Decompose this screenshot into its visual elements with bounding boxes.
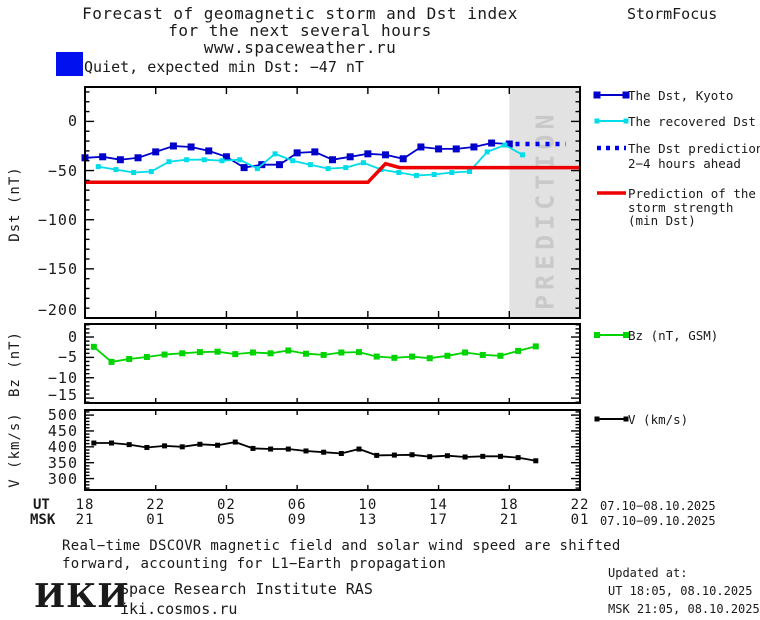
ut-tick-label: 18 <box>499 497 519 513</box>
institute-name: Space Research Institute RAS <box>120 580 373 598</box>
ut-daterange: 07.10−08.10.2025 <box>600 499 716 513</box>
ut-tick-label: 02 <box>216 497 236 513</box>
dst-ytick-label: 0 <box>67 112 78 131</box>
legend-storm-strength-line3: (min Dst) <box>628 213 696 228</box>
msk-row-prefix: MSK <box>30 512 56 528</box>
brand-label: StormFocus <box>627 5 718 23</box>
legend-bz: Bz (nT, GSM) <box>628 328 719 343</box>
msk-tick-label: 05 <box>216 512 236 528</box>
msk-daterange: 07.10−09.10.2025 <box>600 514 716 528</box>
legend-storm-strength-line1: Prediction of the <box>628 186 756 201</box>
iki-logo: ИКИ <box>34 576 130 615</box>
legend-v: V (km/s) <box>628 412 689 427</box>
bz-ytick-label: −10 <box>47 368 78 387</box>
ut-tick-label: 10 <box>358 497 378 513</box>
storm-level-text: Quiet, expected min Dst: −47 nT <box>84 58 364 76</box>
site-url: www.spaceweather.ru <box>203 38 397 57</box>
ut-row-prefix: UT <box>33 497 50 513</box>
v-ytick-label: 350 <box>47 453 78 472</box>
updated-label: Updated at: <box>608 566 688 580</box>
ut-tick-label: 06 <box>287 497 307 513</box>
bz-ytick-label: −5 <box>57 348 78 367</box>
institute-site: iki.cosmos.ru <box>120 600 238 618</box>
msk-tick-label: 09 <box>287 512 307 528</box>
page-title-line1: Forecast of geomagnetic storm and Dst in… <box>82 4 518 23</box>
legend-dst-prediction-line2: 2−4 hours ahead <box>628 156 741 171</box>
legend-dst-kyoto: The Dst, Kyoto <box>628 88 734 103</box>
ut-tick-label: 22 <box>146 497 166 513</box>
msk-tick-label: 21 <box>499 512 519 528</box>
storm-level-badge <box>56 52 83 76</box>
msk-tick-label: 17 <box>429 512 448 528</box>
msk-tick-label: 01 <box>146 512 166 528</box>
legend-dst-prediction-line1: The Dst prediction <box>628 141 760 156</box>
updated-msk: MSK 21:05, 08.10.2025 <box>608 602 760 616</box>
footnote-line1: Real−time DSCOVR magnetic field and sola… <box>62 538 621 554</box>
bz-ytick-label: −15 <box>47 386 78 404</box>
bz-ytick-label: 0 <box>67 328 78 347</box>
ut-tick-label: 22 <box>570 497 590 513</box>
dst-ytick-label: −150 <box>37 259 78 278</box>
v-ytick-label: 400 <box>47 437 78 456</box>
ut-tick-label: 14 <box>429 497 448 513</box>
legend-recovered-dst: The recovered Dst <box>628 114 756 129</box>
ut-tick-label: 18 <box>75 497 95 513</box>
legend-storm-strength-line2: storm strength <box>628 200 734 215</box>
v-ytick-label: 450 <box>47 421 78 440</box>
svg-text:PREDICTION: PREDICTION <box>531 109 560 310</box>
footnote-line2: forward, accounting for L1−Earth propaga… <box>62 556 447 572</box>
dst-ytick-label: −100 <box>37 210 78 229</box>
dst-ytick-label: −200 <box>37 301 78 319</box>
msk-tick-label: 13 <box>358 512 378 528</box>
updated-ut: UT 18:05, 08.10.2025 <box>608 584 753 598</box>
page-title-line2: for the next several hours <box>168 21 432 40</box>
msk-tick-label: 01 <box>570 512 590 528</box>
v-ytick-label: 500 <box>47 406 78 425</box>
dst-ytick-label: −50 <box>47 161 78 180</box>
msk-tick-label: 21 <box>75 512 95 528</box>
v-ytick-label: 300 <box>47 469 78 488</box>
